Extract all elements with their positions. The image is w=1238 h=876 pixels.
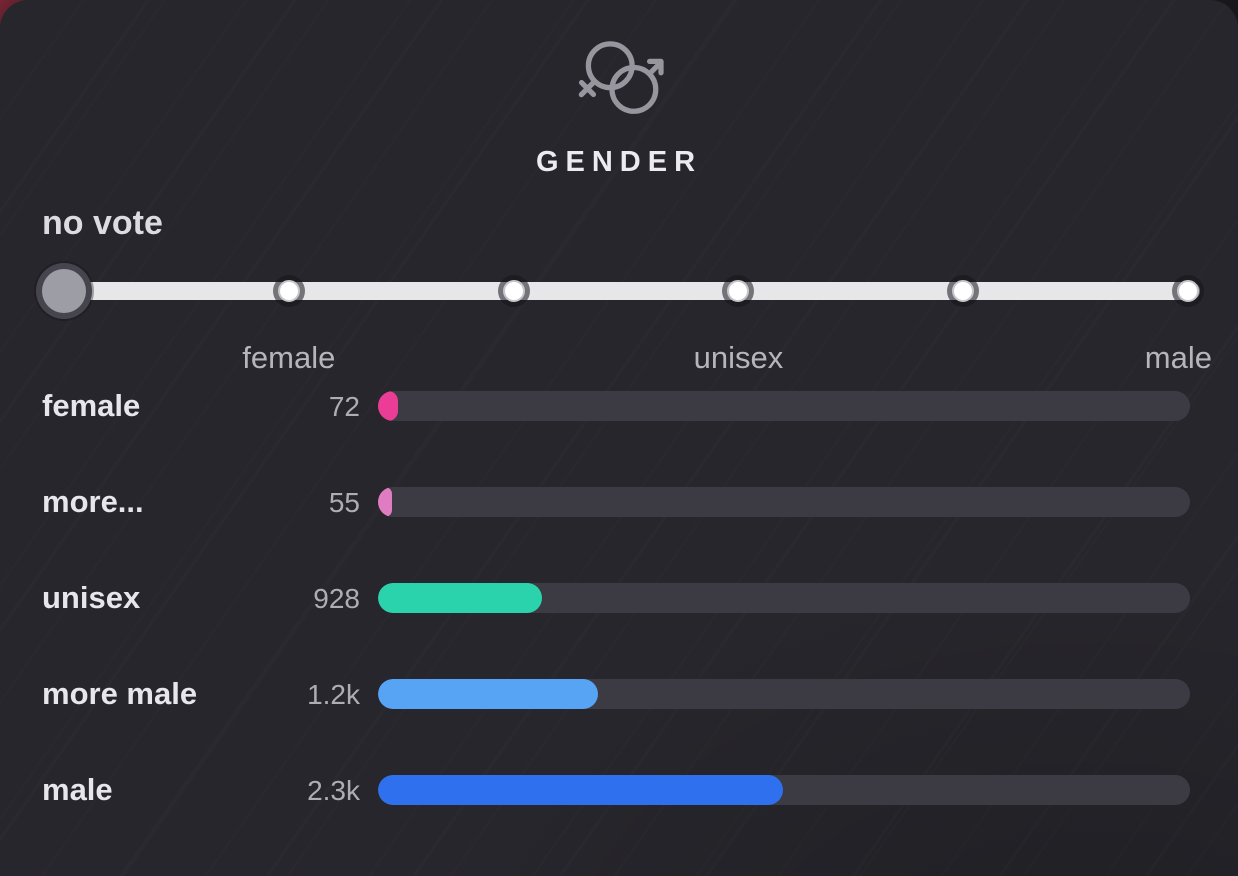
result-vote-count: 72 (328, 391, 360, 422)
bar-fill-more-female (378, 487, 392, 517)
result-vote-count: 928 (313, 583, 360, 614)
slider-thumb-no-vote[interactable] (42, 269, 86, 313)
result-row-more-female: more... 55 (0, 480, 1238, 524)
result-label: female (42, 388, 141, 423)
slider-stop-male[interactable] (1177, 280, 1199, 302)
slider-axis-labels: female unisex male (64, 340, 1212, 380)
bar-track (378, 775, 1190, 805)
bar-track (378, 487, 1190, 517)
result-row-male: male 2.3k (0, 768, 1238, 812)
bar-fill-male (378, 775, 784, 805)
bar-fill-unisex (378, 583, 543, 613)
result-row-unisex: unisex 928 (0, 576, 1238, 620)
bar-track (378, 391, 1190, 421)
slider-track[interactable] (54, 282, 1200, 300)
result-row-more-male: more male 1.2k (0, 672, 1238, 716)
bar-fill-more-male (378, 679, 599, 709)
result-vote-count: 1.2k (307, 679, 360, 710)
result-vote-count: 2.3k (307, 775, 360, 806)
slider-stop-unisex[interactable] (727, 280, 750, 302)
slider-current-value-label: no vote (42, 204, 163, 242)
bar-track (378, 583, 1190, 613)
axis-label-unisex: unisex (693, 340, 784, 375)
result-label: more male (42, 676, 198, 711)
result-row-female: female 72 (0, 384, 1238, 428)
axis-label-female: female (242, 340, 336, 375)
slider-stop-female[interactable] (277, 280, 300, 302)
bar-fill-female (378, 391, 399, 421)
slider-stop-more-female[interactable] (502, 280, 525, 302)
result-label: more... (42, 484, 144, 519)
widget-title: GENDER (535, 146, 703, 178)
axis-label-male: male (1144, 340, 1212, 375)
result-label: unisex (42, 580, 141, 615)
result-vote-count: 55 (328, 487, 360, 518)
gender-male-female-icon (578, 41, 664, 114)
bar-track (378, 679, 1190, 709)
result-label: male (42, 772, 113, 807)
slider-stop-more-male[interactable] (952, 280, 975, 302)
